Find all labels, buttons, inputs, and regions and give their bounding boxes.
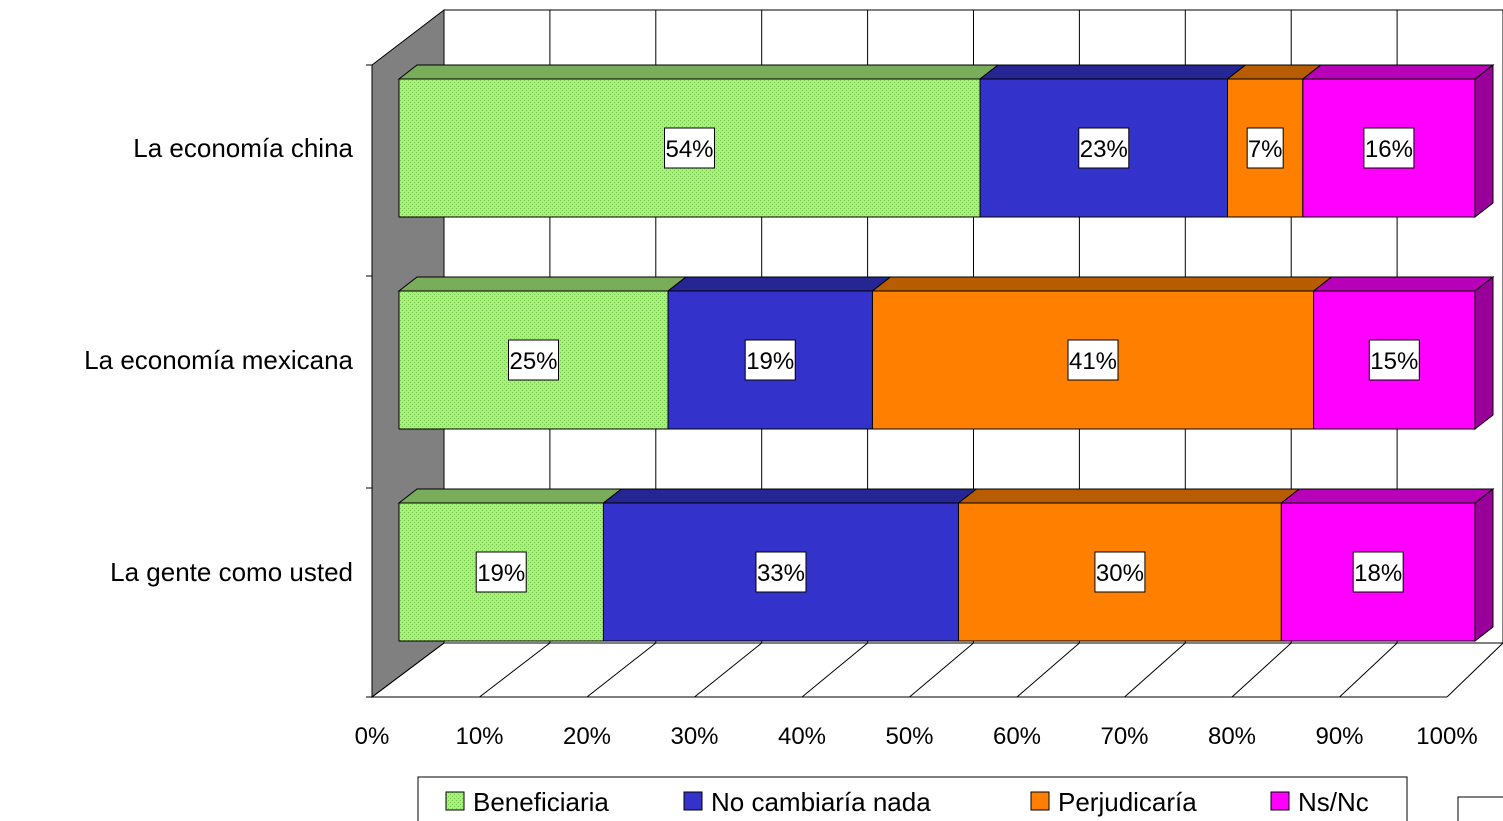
data-label: 41%	[1069, 348, 1117, 375]
data-label-box	[475, 551, 527, 593]
legend-swatch	[1270, 791, 1290, 811]
legend-swatch	[683, 791, 703, 811]
floor-gridline	[1339, 642, 1398, 698]
x-tick-label: 10%	[455, 723, 503, 750]
bar-side-face	[1474, 63, 1494, 219]
data-label-box	[508, 339, 559, 381]
x-tick-label: 20%	[563, 723, 611, 750]
data-label-box	[1246, 127, 1284, 169]
bar-top-face	[978, 64, 1247, 80]
data-label: 25%	[509, 348, 557, 375]
x-tick-label: 50%	[885, 723, 933, 750]
data-label: 19%	[746, 348, 794, 375]
legend	[417, 776, 1408, 821]
floor-gridline	[801, 642, 868, 698]
legend-swatch	[445, 791, 465, 811]
legend-swatch	[1030, 791, 1050, 811]
category-label: La economía china	[133, 133, 353, 163]
bar-top-face	[1279, 488, 1495, 504]
data-label: 23%	[1080, 136, 1128, 163]
data-label-box	[664, 127, 716, 169]
data-label: 15%	[1370, 348, 1418, 375]
bar-top-face	[601, 488, 978, 504]
data-label: 33%	[757, 560, 805, 587]
bar-top-face	[397, 488, 623, 504]
legend-entry: No cambiaría nada	[711, 787, 931, 817]
legend-entry: Perjudicaría	[1058, 787, 1197, 817]
data-label: 7%	[1248, 136, 1283, 163]
data-label-box	[1067, 339, 1119, 381]
floor-gridline	[586, 642, 657, 698]
x-tick-label: 40%	[778, 723, 826, 750]
floor-gridline	[1124, 642, 1186, 698]
data-label: 30%	[1096, 560, 1144, 587]
bar-top-face	[666, 276, 892, 292]
data-label-box	[1363, 127, 1415, 169]
floor-gridline	[479, 642, 551, 698]
floor-gridline	[1016, 642, 1080, 698]
data-label-box	[744, 339, 796, 381]
data-label-box	[1078, 127, 1130, 169]
data-label: 18%	[1354, 560, 1402, 587]
bar-top-face	[397, 276, 688, 292]
category-label: La economía mexicana	[84, 345, 353, 375]
data-label-box	[755, 551, 807, 593]
data-label: 16%	[1365, 136, 1413, 163]
data-label: 19%	[477, 560, 525, 587]
floor-gridline	[694, 642, 763, 698]
x-tick-label: 70%	[1100, 723, 1148, 750]
x-tick-label: 80%	[1208, 723, 1256, 750]
floor-gridline	[909, 642, 974, 698]
data-label-box	[1094, 551, 1146, 593]
bar-top-face	[870, 276, 1334, 292]
x-tick-label: 100%	[1416, 723, 1477, 750]
floor-gridline	[1231, 642, 1292, 698]
bar-side-face	[1474, 275, 1494, 431]
x-tick-label: 30%	[670, 723, 718, 750]
data-label-box	[1368, 339, 1420, 381]
legend-entry: Beneficiaria	[473, 787, 609, 817]
floor-gridline	[1446, 642, 1503, 698]
x-tick-label: 0%	[355, 723, 390, 750]
floor-gridline	[371, 642, 445, 698]
x-tick-label: 90%	[1315, 723, 1363, 750]
legend-entry: Ns/Nc	[1298, 787, 1369, 817]
bar-top-face	[397, 64, 1000, 80]
data-label: 54%	[665, 136, 713, 163]
bar-side-face	[1474, 487, 1494, 643]
corner-frame	[1457, 796, 1503, 821]
bar-top-face	[957, 488, 1301, 504]
bar-top-face	[1312, 276, 1495, 292]
x-tick-label: 60%	[993, 723, 1041, 750]
bar-top-face	[1301, 64, 1495, 80]
data-label-box	[1352, 551, 1404, 593]
category-label: La gente como usted	[110, 557, 353, 587]
